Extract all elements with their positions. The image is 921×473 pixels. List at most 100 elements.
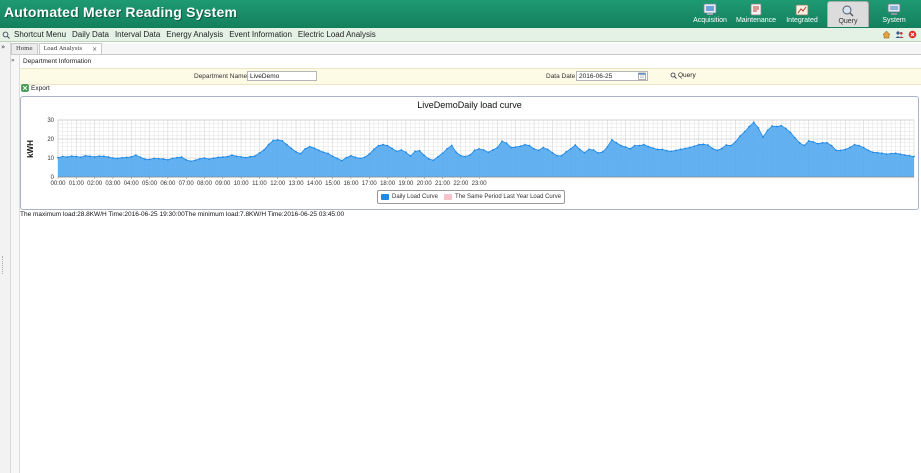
menu-interval-data[interactable]: Interval Data xyxy=(114,30,161,39)
exit-icon[interactable] xyxy=(908,30,917,39)
export-icon xyxy=(21,84,29,92)
expand-sidebar-icon[interactable]: » xyxy=(1,43,6,51)
daily-load-area xyxy=(58,122,914,177)
daily-load-point xyxy=(748,125,751,128)
daily-load-point xyxy=(514,146,517,148)
daily-load-point xyxy=(144,158,146,161)
daily-load-point xyxy=(597,152,600,154)
daily-load-point xyxy=(830,144,833,147)
maintenance-icon xyxy=(750,3,762,16)
load-summary: The maximum load:28.8KW/H Time:2016-06-2… xyxy=(20,211,345,218)
daily-load-point xyxy=(693,145,696,148)
nav-integrated-label: Integrated xyxy=(786,17,818,24)
query-button[interactable]: Query xyxy=(670,72,696,79)
daily-load-point xyxy=(624,146,627,148)
daily-load-point xyxy=(775,125,778,128)
daily-load-point xyxy=(601,151,604,153)
x-tick-label: 15:00 xyxy=(325,181,341,187)
daily-load-point xyxy=(372,148,375,151)
daily-load-point xyxy=(720,147,723,150)
daily-load-point xyxy=(890,152,893,155)
daily-load-point xyxy=(688,146,691,149)
daily-load-point xyxy=(743,130,746,133)
calendar-icon[interactable] xyxy=(638,72,646,80)
daily-load-point xyxy=(295,151,297,153)
sidebar-grip[interactable] xyxy=(2,256,7,274)
daily-load-point xyxy=(560,154,563,157)
daily-load-point xyxy=(139,156,142,159)
daily-load-point xyxy=(762,136,764,138)
nav-maintenance[interactable]: Maintenance xyxy=(735,1,777,28)
daily-load-point xyxy=(226,155,229,158)
tab-load-analysis[interactable]: Load Analysis × xyxy=(38,43,103,54)
chart-legend: Daily Load Curve The Same Period Last Ye… xyxy=(377,190,566,204)
daily-load-point xyxy=(322,151,325,154)
daily-load-point xyxy=(432,159,435,162)
users-icon[interactable] xyxy=(895,30,904,39)
daily-load-point xyxy=(125,156,128,159)
daily-load-point xyxy=(93,155,96,158)
daily-load-point xyxy=(752,121,755,124)
daily-load-point xyxy=(276,139,279,141)
daily-load-point xyxy=(272,139,275,142)
legend-last-year[interactable]: The Same Period Last Year Load Curve xyxy=(444,194,561,200)
daily-load-point xyxy=(913,155,915,158)
inner-left-strip[interactable]: » xyxy=(11,55,20,473)
daily-load-point xyxy=(166,159,169,161)
legend-daily-label: Daily Load Curve xyxy=(392,194,439,200)
daily-load-point xyxy=(711,147,714,150)
menu-energy-analysis[interactable]: Energy Analysis xyxy=(166,30,224,39)
expand-panel-icon[interactable]: » xyxy=(11,57,15,64)
search-icon xyxy=(670,72,677,79)
nav-system[interactable]: System xyxy=(873,1,915,28)
daily-load-point xyxy=(629,147,632,150)
daily-load-point xyxy=(807,140,810,142)
daily-load-point xyxy=(771,125,773,127)
data-date-input[interactable] xyxy=(576,71,648,81)
tab-home[interactable]: Home xyxy=(11,43,38,54)
daily-load-point xyxy=(340,159,343,162)
tab-bar: Home Load Analysis × xyxy=(11,43,921,55)
nav-acquisition[interactable]: Acquisition xyxy=(689,1,731,28)
daily-load-point xyxy=(354,156,357,159)
x-tick-label: 19:00 xyxy=(398,181,414,187)
daily-load-point xyxy=(826,141,828,144)
daily-load-point xyxy=(350,154,352,157)
legend-daily-swatch xyxy=(381,194,389,200)
x-tick-label: 09:00 xyxy=(215,181,231,187)
daily-load-point xyxy=(697,143,700,146)
daily-load-point xyxy=(670,150,673,153)
home-icon[interactable] xyxy=(882,30,891,39)
nav-query[interactable]: Query xyxy=(827,1,869,27)
daily-load-point xyxy=(739,135,741,138)
nav-integrated[interactable]: Integrated xyxy=(781,1,823,28)
daily-load-point xyxy=(473,149,476,152)
menu-event-information[interactable]: Event Information xyxy=(229,30,292,39)
x-tick-label: 05:00 xyxy=(142,181,158,187)
export-button[interactable]: Export xyxy=(21,84,50,92)
legend-daily-load[interactable]: Daily Load Curve xyxy=(381,194,438,200)
department-name-input[interactable] xyxy=(247,71,317,81)
app-title: Automated Meter Reading System xyxy=(4,4,238,20)
daily-load-point xyxy=(66,156,69,158)
daily-load-point xyxy=(208,158,210,161)
daily-load-point xyxy=(839,149,842,152)
daily-load-point xyxy=(798,141,801,144)
daily-load-point xyxy=(730,144,732,147)
daily-load-point xyxy=(313,147,316,150)
daily-load-point xyxy=(84,154,87,157)
daily-load-point xyxy=(835,149,838,152)
daily-load-point xyxy=(505,142,508,145)
daily-load-point xyxy=(185,159,188,161)
menu-electric-load-analysis[interactable]: Electric Load Analysis xyxy=(297,30,376,39)
system-icon xyxy=(887,3,901,15)
query-button-label: Query xyxy=(678,72,696,79)
daily-load-point xyxy=(290,147,293,150)
menu-daily-data[interactable]: Daily Data xyxy=(72,30,109,39)
tab-load-analysis-label: Load Analysis xyxy=(43,46,83,52)
daily-load-point xyxy=(643,143,645,146)
menu-shortcut[interactable]: Shortcut Menu xyxy=(14,30,67,39)
tab-close-icon[interactable]: × xyxy=(92,45,98,53)
left-sidebar-collapsed[interactable]: » xyxy=(0,42,11,473)
daily-load-point xyxy=(551,151,554,154)
